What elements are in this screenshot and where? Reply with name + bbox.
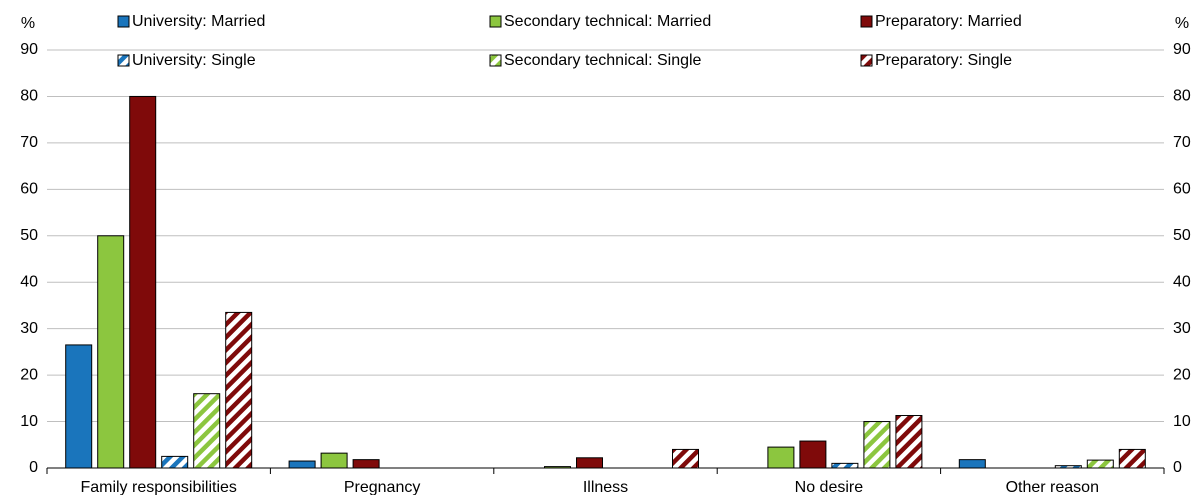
y2-tick-label: 80	[1173, 88, 1191, 105]
legend-label: University: Married	[132, 13, 265, 30]
bar	[576, 457, 603, 469]
bar	[225, 311, 253, 469]
legend-swatch	[489, 54, 502, 67]
legend-label: Secondary technical: Married	[504, 13, 711, 30]
bar	[97, 235, 125, 469]
bar	[895, 415, 923, 469]
x-tick-label: No desire	[795, 479, 864, 495]
y-tick-label: 60	[20, 181, 38, 198]
y-tick-label: 10	[20, 413, 38, 430]
y2-tick-label: 30	[1173, 320, 1191, 337]
legend-swatch	[860, 54, 873, 67]
y-tick-label: 40	[20, 273, 38, 290]
x-tick-label: Pregnancy	[344, 479, 421, 495]
bar	[799, 440, 827, 469]
x-tick-label: Illness	[583, 479, 628, 495]
x-tick-label: Other reason	[1006, 479, 1099, 495]
bar	[1086, 459, 1114, 469]
legend-swatch	[860, 15, 873, 28]
y-tick-label: 90	[20, 41, 38, 58]
legend-swatch	[117, 54, 130, 67]
y-tick-label: 20	[20, 366, 38, 383]
x-tick-label: Family responsibilities	[80, 479, 237, 495]
y-tick-label: 0	[29, 459, 38, 476]
y2-tick-label: 10	[1173, 413, 1191, 430]
y2-tick-label: 0	[1173, 459, 1182, 476]
y2-tick-label: 20	[1173, 366, 1191, 383]
bar	[65, 344, 93, 469]
bar	[672, 448, 699, 469]
bar	[831, 462, 859, 469]
y2-tick-label: 90	[1173, 41, 1191, 58]
y-tick-label: 30	[20, 320, 38, 337]
bar	[320, 452, 348, 469]
y-axis-label: %	[21, 15, 35, 32]
bar	[129, 95, 157, 469]
legend-swatch	[117, 15, 130, 28]
legend-label: University: Single	[132, 52, 256, 69]
bar	[288, 460, 316, 469]
y-tick-label: 70	[20, 134, 38, 151]
legend-label: Secondary technical: Single	[504, 52, 702, 69]
bar	[1118, 448, 1146, 469]
y2-tick-label: 60	[1173, 181, 1191, 198]
bar	[767, 446, 795, 469]
legend-label: Preparatory: Married	[875, 13, 1022, 30]
y-tick-label: 80	[20, 88, 38, 105]
y2-tick-label: 40	[1173, 273, 1191, 290]
y2-tick-label: 70	[1173, 134, 1191, 151]
bar	[352, 459, 380, 469]
y-tick-label: 50	[20, 227, 38, 244]
bar	[958, 459, 986, 469]
bar	[863, 421, 891, 469]
y2-tick-label: 50	[1173, 227, 1191, 244]
legend-label: Preparatory: Single	[875, 52, 1012, 69]
bar	[161, 455, 189, 469]
y2-axis-label: %	[1175, 15, 1189, 32]
legend-swatch	[489, 15, 502, 28]
bar	[193, 393, 221, 469]
